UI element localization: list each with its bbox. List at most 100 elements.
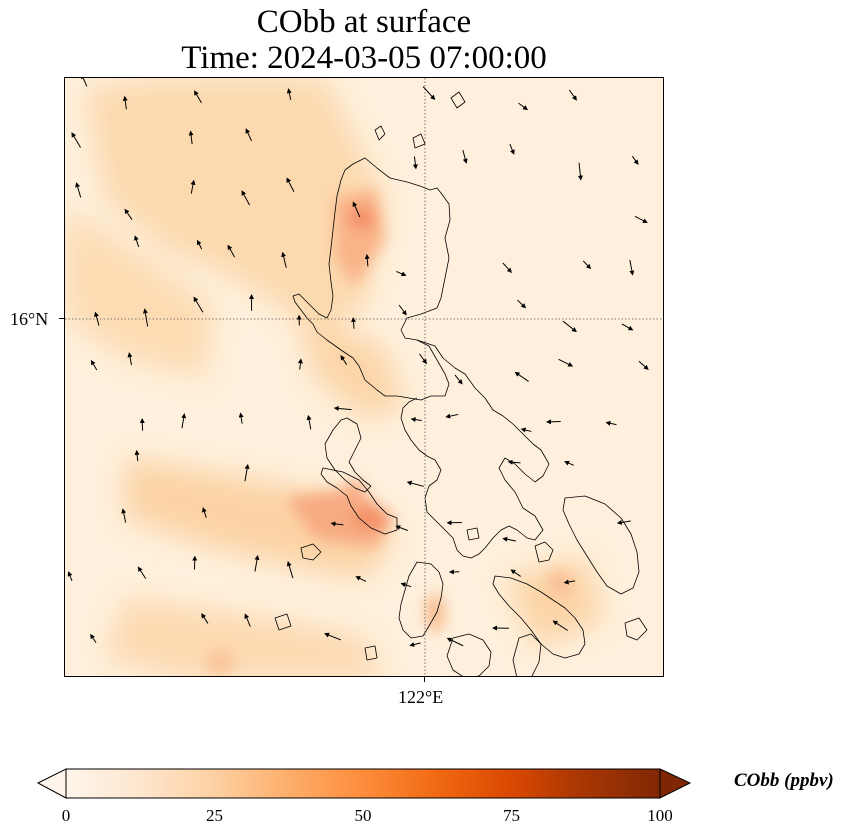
wind-vector-arrow xyxy=(446,637,464,647)
map-time-subtitle: Time: 2024-03-05 07:00:00 xyxy=(181,40,547,76)
wind-vector-arrow xyxy=(241,190,251,206)
wind-vector-arrow xyxy=(188,130,194,145)
colorbar xyxy=(36,768,692,799)
wind-vector-arrow xyxy=(137,566,147,579)
wind-vector-arrow xyxy=(227,244,236,258)
wind-vector-arrow xyxy=(502,536,516,542)
wind-vector-arrow xyxy=(286,177,295,192)
coastline-island-small-7 xyxy=(466,527,480,541)
lat-tick-mark xyxy=(59,318,64,319)
wind-vector-arrow xyxy=(577,162,583,181)
wind-vector-arrow xyxy=(629,259,635,276)
wind-vector-arrow xyxy=(517,299,527,309)
hotspot-south xyxy=(425,593,445,633)
plume-west xyxy=(65,208,215,378)
wind-vector-arrow xyxy=(398,304,407,316)
wind-vector-arrow xyxy=(638,360,649,370)
wind-vector-arrow xyxy=(634,215,648,223)
wind-vector-arrow xyxy=(632,155,639,165)
wind-vector-arrow xyxy=(352,201,361,218)
wind-vector-arrow xyxy=(202,507,207,518)
hotspot-north-core xyxy=(348,206,376,230)
lat-tick-label: 16°N xyxy=(10,309,49,329)
colorbar-tick-label: 75 xyxy=(503,806,520,825)
wind-vector-arrow xyxy=(194,90,202,103)
wind-vector-arrow xyxy=(616,520,631,525)
plume-north xyxy=(85,78,385,328)
wind-vector-arrow xyxy=(281,251,287,268)
wind-vector-arrow xyxy=(306,414,312,430)
wind-vector-arrow xyxy=(330,521,344,527)
plume-south xyxy=(105,598,384,676)
coastline-bay xyxy=(324,417,372,493)
map-title: CObb at surface xyxy=(256,4,472,40)
wind-vector-arrow xyxy=(395,525,408,531)
wind-vector-arrow xyxy=(462,150,468,164)
colorbar-tick-label: 100 xyxy=(647,806,673,825)
coastlines xyxy=(274,91,648,676)
wind-vector-arrow xyxy=(364,253,370,267)
wind-vector-arrow xyxy=(563,579,576,585)
wind-vector-arrow xyxy=(134,235,140,248)
coastline-island-small-3 xyxy=(300,543,322,561)
wind-vector-arrow xyxy=(422,86,436,101)
wind-vector-arrow xyxy=(409,642,421,647)
wind-vector-arrow xyxy=(181,413,187,429)
plume-southwest xyxy=(125,458,395,578)
colorbar-extend-max xyxy=(659,768,692,799)
coastline-island-small-1 xyxy=(374,125,386,141)
wind-vector-arrow xyxy=(244,613,251,627)
wind-vector-arrow xyxy=(121,508,127,523)
wind-vector-arrow xyxy=(94,311,100,326)
wind-vector-arrow xyxy=(510,569,521,577)
wind-vector-arrow xyxy=(412,156,418,170)
wind-vector-arrow xyxy=(514,371,529,382)
colorbar-gradient xyxy=(65,768,661,799)
wind-vector-arrow xyxy=(410,417,422,423)
coastline-negros-top xyxy=(512,633,542,676)
wind-vector-arrow xyxy=(122,95,128,110)
coastline-island-small-5 xyxy=(364,645,378,661)
colorbar-tick-label: 0 xyxy=(61,806,71,825)
wind-vector-arrow xyxy=(520,427,532,433)
colorbar-label: CObb (ppbv) xyxy=(734,770,834,791)
wind-vector-arrow xyxy=(142,308,149,327)
wind-vector-arrow xyxy=(127,352,133,366)
lon-tick-label: 122°E xyxy=(398,687,444,707)
wind-vector-arrow xyxy=(562,320,577,333)
wind-vector-arrow xyxy=(509,143,515,155)
wind-vector-arrow xyxy=(568,89,577,101)
coastline-luzon-south xyxy=(400,339,550,559)
coastline-mindoro xyxy=(398,561,444,639)
wind-vector-arrow xyxy=(245,128,253,142)
wind-vector-arrow xyxy=(564,460,575,466)
wind-vector-arrow xyxy=(518,102,529,111)
wind-vector-arrow xyxy=(90,633,97,643)
wind-vector-arrow xyxy=(124,208,133,220)
wind-vector-arrow xyxy=(286,561,294,579)
wind-vector-arrow xyxy=(406,480,424,487)
wind-vector-arrow xyxy=(134,449,140,462)
lon-tick-mark xyxy=(424,677,425,682)
hotspot-central-south xyxy=(285,488,395,548)
map-panel xyxy=(64,77,664,677)
wind-vector-arrow xyxy=(419,353,427,365)
colorbar-tick-label: 25 xyxy=(206,806,223,825)
coastline-island-small-2 xyxy=(412,133,426,149)
wind-vector-arrow xyxy=(90,359,98,371)
wind-vector-arrow xyxy=(190,179,196,194)
wind-vector-arrow xyxy=(355,576,367,582)
wind-vector-arrow xyxy=(396,270,407,277)
coastline-island-small-6 xyxy=(624,617,648,641)
wind-vector-arrow xyxy=(244,463,250,482)
wind-vector-arrow xyxy=(445,413,459,419)
wind-vector-arrow xyxy=(254,554,260,572)
wind-vector-arrow xyxy=(67,571,73,582)
coastline-samar xyxy=(562,495,640,595)
wind-vector-arrow xyxy=(193,296,204,313)
coastline-island-mid xyxy=(534,541,554,563)
wind-vector-arrow xyxy=(582,260,592,270)
coastline-peninsula-west xyxy=(320,467,398,535)
wind-vector-arrow xyxy=(340,354,348,365)
wind-vector-arrow xyxy=(621,323,634,331)
